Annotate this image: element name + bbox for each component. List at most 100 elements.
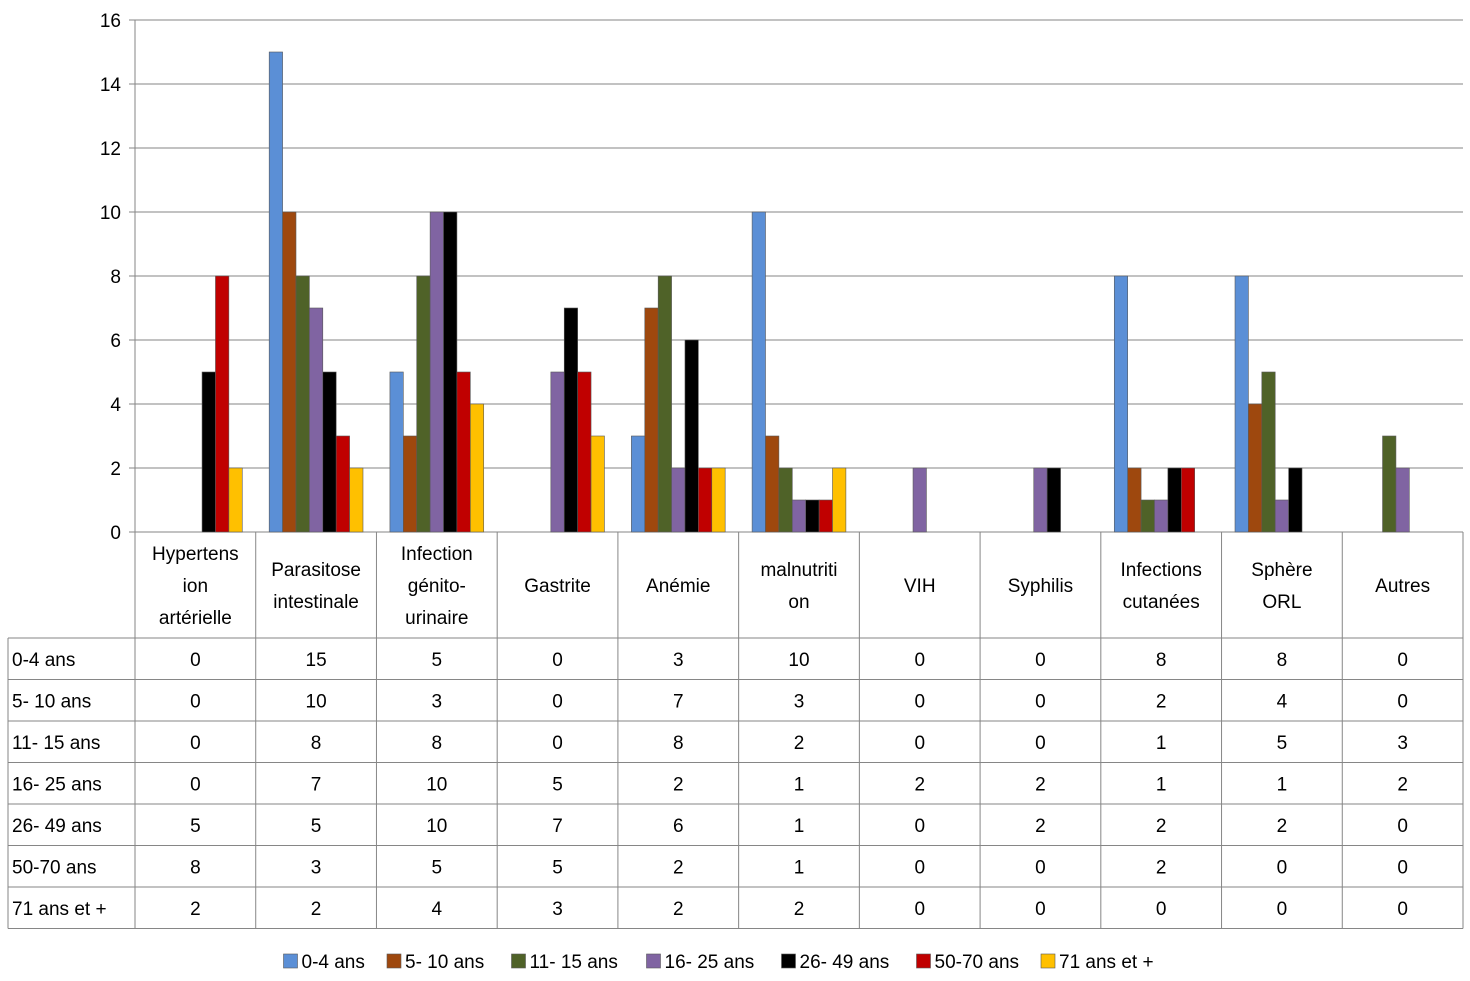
table-row-header: 0-4 ans (12, 650, 75, 671)
legend-label: 26- 49 ans (800, 952, 890, 973)
table-row-header: 71 ans et + (12, 899, 107, 920)
bar (684, 339, 699, 533)
table-cell: 0 (1035, 650, 1046, 671)
category-label: Syphilis (1008, 576, 1073, 597)
table-cell: 0 (1397, 691, 1408, 712)
category-label: urinaire (405, 608, 468, 629)
category-label: Infection (401, 544, 473, 565)
table-cell: 0 (190, 733, 201, 754)
bar (268, 51, 283, 533)
table-cell: 5 (432, 857, 443, 878)
table-cell: 3 (1397, 733, 1408, 754)
legend-swatch (646, 953, 661, 969)
category-label: VIH (904, 576, 936, 597)
table-cell: 10 (426, 816, 447, 837)
table-row-header: 26- 49 ans (12, 816, 102, 837)
bar (403, 435, 418, 533)
bar (1154, 499, 1169, 533)
bar (309, 307, 324, 533)
bar (1180, 467, 1195, 533)
table-cell: 7 (673, 691, 684, 712)
bar (657, 275, 672, 533)
bar (456, 371, 471, 533)
table-cell: 2 (673, 899, 684, 920)
table-cell: 7 (552, 816, 563, 837)
bar (577, 371, 592, 533)
y-tick-label: 8 (110, 267, 121, 288)
table-cell: 4 (1277, 691, 1288, 712)
table-cell: 10 (788, 650, 809, 671)
legend-swatch (283, 953, 298, 969)
y-tick-label: 4 (110, 395, 121, 416)
bar (1234, 275, 1249, 533)
bar (791, 499, 806, 533)
bar (590, 435, 605, 533)
table-cell: 2 (1156, 816, 1167, 837)
table-cell: 3 (311, 857, 322, 878)
table-cell: 0 (190, 691, 201, 712)
table-cell: 0 (190, 774, 201, 795)
table-cell: 8 (1277, 650, 1288, 671)
bar (1033, 467, 1048, 533)
table-cell: 0 (914, 899, 925, 920)
table-row-header: 50-70 ans (12, 857, 97, 878)
bar (818, 499, 833, 533)
bar (335, 435, 350, 533)
table-cell: 2 (1035, 816, 1046, 837)
table-cell: 5 (552, 857, 563, 878)
table-cell: 2 (673, 857, 684, 878)
table-cell: 2 (794, 733, 805, 754)
table-cell: 5 (311, 816, 322, 837)
table-cell: 0 (552, 691, 563, 712)
legend-swatch (386, 953, 402, 969)
bar (1127, 467, 1142, 533)
bar (671, 467, 686, 533)
bar (389, 371, 404, 533)
legend-label: 11- 15 ans (530, 952, 618, 973)
bar (1288, 467, 1303, 533)
table-cell: 0 (1035, 899, 1046, 920)
table-cell: 2 (1277, 816, 1288, 837)
y-tick-label: 6 (110, 331, 121, 352)
y-tick-label: 2 (110, 459, 121, 480)
table-cell: 3 (432, 691, 443, 712)
table-cell: 5 (190, 816, 201, 837)
category-label: génito- (408, 576, 466, 597)
table-cell: 2 (190, 899, 201, 920)
bar (1140, 499, 1155, 533)
table-cell: 0 (914, 816, 925, 837)
table-cell: 3 (673, 650, 684, 671)
bar (631, 435, 646, 533)
bar (416, 275, 431, 533)
legend-swatch (781, 953, 796, 969)
table-cell: 2 (311, 899, 322, 920)
bar (832, 467, 847, 533)
table-cell: 0 (1397, 857, 1408, 878)
y-tick-label: 10 (100, 203, 121, 224)
table-cell: 10 (306, 691, 327, 712)
table-cell: 0 (552, 733, 563, 754)
table-row-header: 11- 15 ans (12, 733, 100, 754)
table-cell: 2 (673, 774, 684, 795)
bar (563, 307, 578, 533)
table-cell: 6 (673, 816, 684, 837)
bar (1167, 467, 1182, 533)
category-label: ORL (1262, 592, 1301, 613)
table-cell: 2 (1397, 774, 1408, 795)
bar (349, 467, 364, 533)
bar (1382, 435, 1397, 533)
bar (1046, 467, 1061, 533)
legend-label: 5- 10 ans (405, 952, 484, 973)
table-cell: 7 (311, 774, 322, 795)
bar (470, 403, 485, 533)
y-tick-label: 16 (100, 11, 121, 32)
bar (912, 467, 927, 533)
table-cell: 8 (190, 857, 201, 878)
table-cell: 0 (1035, 857, 1046, 878)
category-label: Hypertens (152, 544, 239, 565)
table-cell: 2 (1035, 774, 1046, 795)
table-cell: 1 (794, 857, 805, 878)
table-cell: 1 (1277, 774, 1288, 795)
legend-swatch (1040, 953, 1056, 969)
